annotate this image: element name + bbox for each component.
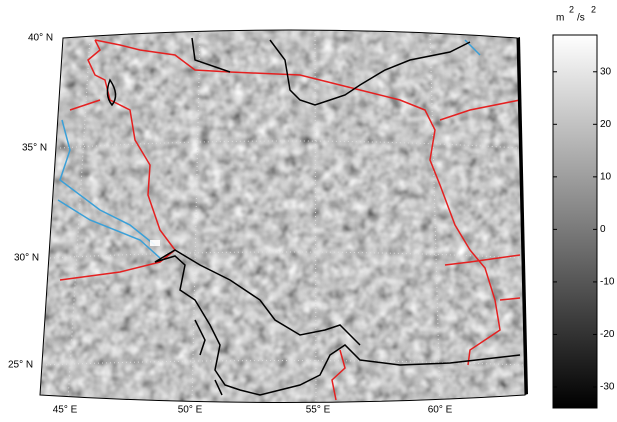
lat-label: 40° N [28,33,53,44]
map-frame [39,29,526,403]
lon-label: 45° E [53,405,78,416]
lon-label: 60° E [428,405,453,416]
tick-label: -10 [600,277,615,288]
lat-label: 30° N [14,253,39,264]
unit-exp: 2 [591,4,596,14]
lat-label: 25° N [8,360,33,371]
lon-label: 55° E [306,405,331,416]
unit-per: /s [577,13,585,24]
lat-label: 35° N [22,143,47,154]
lon-labels: 45° E 50° E 55° E 60° E [53,405,453,416]
tick-label: 10 [600,171,612,182]
tick-label: -20 [600,329,615,340]
colorbar [552,34,598,409]
tick-label: 0 [600,224,606,235]
tick-label: -30 [600,382,615,393]
map-edge [517,37,528,395]
tick-label: 20 [600,119,612,130]
tick-label: 30 [600,66,612,77]
colorbar-ticks: 30 20 10 0 -10 -20 -30 [553,66,615,393]
unit-base: m [556,13,564,24]
lon-label: 50° E [178,405,203,416]
map-field [40,30,525,403]
lat-labels: 40° N 35° N 30° N 25° N [8,33,53,371]
unit-exp: 2 [569,4,574,14]
